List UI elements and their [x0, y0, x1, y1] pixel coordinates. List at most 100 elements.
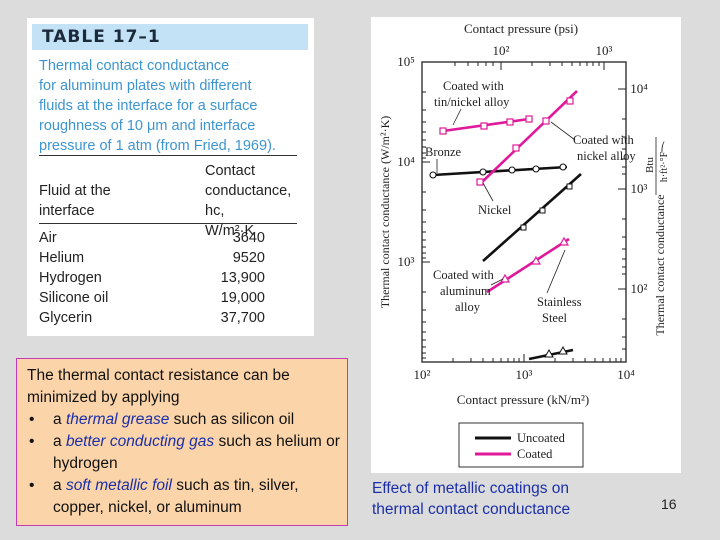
bullet-text: a — [53, 433, 66, 450]
right-tick-label: 10³ — [631, 181, 648, 196]
bullet-emphasis: better conducting gas — [65, 433, 215, 450]
table-rule-middle — [39, 223, 297, 224]
table-caption-line: for aluminum plates with different — [39, 78, 252, 94]
annotation-coated-tin: tin/nickel alloy — [434, 95, 510, 109]
bottom-tick-label: 10³ — [516, 367, 533, 382]
left-axis-label: Thermal contact conductance (W/m²·K) — [378, 116, 392, 309]
bottom-axis-label: Contact pressure (kN/m²) — [457, 392, 589, 407]
data-point — [439, 127, 447, 135]
data-point — [479, 168, 487, 176]
table-row: Silicone oil — [39, 288, 108, 308]
table-row-value: 19,000 — [175, 288, 265, 308]
data-point — [566, 183, 573, 190]
table-panel: TABLE 17–1 Thermal contact conductance f… — [27, 18, 314, 336]
chart-legend: Uncoated Coated — [458, 422, 584, 468]
series-nickel-coated — [476, 90, 578, 186]
data-point — [530, 255, 542, 265]
cell-value: 37,700 — [220, 310, 265, 326]
right-unit-top: Btu — [644, 157, 656, 173]
data-point — [512, 144, 520, 152]
data-point — [532, 165, 540, 173]
table-row: Helium — [39, 248, 84, 268]
column-header-line: Contact — [205, 163, 255, 179]
figure-caption-line: thermal contact conductance — [372, 501, 571, 518]
left-tick-label: 10³ — [398, 254, 415, 269]
cell-value: 9520 — [232, 250, 265, 266]
table-caption-line: pressure of 1 atm (from Fried, 1969). — [39, 138, 276, 154]
legend-box — [458, 422, 584, 468]
bullet-text: such as silicon oil — [169, 411, 295, 428]
cell-fluid: Air — [39, 230, 57, 246]
bullet-emphasis: thermal grease — [65, 411, 170, 428]
figure-caption: Effect of metallic coatings on thermal c… — [372, 478, 570, 520]
notes-box: The thermal contact resistance can be mi… — [16, 358, 348, 526]
cell-value: 3640 — [232, 230, 265, 246]
bottom-tick-label: 10² — [414, 367, 431, 382]
bullet-emphasis: soft metallic foil — [65, 477, 172, 494]
table-row: Hydrogen — [39, 268, 102, 288]
annotation-leader — [550, 121, 576, 141]
cell-value: 19,000 — [220, 290, 265, 306]
data-point — [558, 345, 568, 355]
table-header-bar: TABLE 17–1 — [32, 24, 308, 50]
series-bronze — [429, 163, 568, 179]
cell-fluid: Silicone oil — [39, 290, 109, 306]
column-header-conductance: Contact conductance, hc, W/m²·K — [205, 161, 314, 241]
annotation-coated-nickel: nickel alloy — [577, 149, 636, 163]
annotation-coated-al: Coated with — [433, 268, 495, 282]
series-line-uncoated — [432, 165, 568, 177]
table-row: Glycerin — [39, 308, 92, 328]
data-point — [476, 178, 484, 186]
top-axis-label: Contact pressure (psi) — [464, 21, 578, 36]
table-caption-line: Thermal contact conductance — [39, 58, 230, 74]
column-header-line: Fluid at the — [39, 183, 111, 199]
series-nickel — [482, 173, 582, 262]
legend-label-coated: Coated — [517, 447, 553, 461]
column-header-line — [39, 161, 111, 181]
annotation-stainless: Steel — [542, 311, 568, 325]
legend-label-uncoated: Uncoated — [517, 431, 566, 445]
data-point — [480, 122, 488, 130]
series-line-uncoated — [482, 173, 582, 262]
table-row-value: 13,900 — [175, 268, 265, 288]
data-point — [499, 273, 511, 283]
data-point — [539, 207, 546, 214]
figure-panel: Contact pressure (psi) 10² 10³ 10² 10³ 1… — [371, 17, 681, 473]
table-rule-top — [39, 155, 297, 156]
annotation-leader — [490, 278, 504, 286]
right-unit-bottom: h·ft²·°F — [659, 151, 670, 182]
annotation-coated-al: alloy — [455, 300, 481, 314]
cell-fluid: Hydrogen — [39, 270, 102, 286]
annotation-stainless: Stainless — [537, 295, 582, 309]
notes-list: a thermal grease such as silicon oil a b… — [17, 409, 347, 519]
conductance-figure: Contact pressure (psi) 10² 10³ 10² 10³ 1… — [378, 21, 670, 468]
right-tick-label: 10⁴ — [630, 81, 648, 96]
data-point — [544, 348, 554, 358]
annotation-coated-tin: Coated with — [443, 79, 505, 93]
column-header-line: interface — [39, 203, 95, 219]
data-point — [559, 163, 567, 171]
table-row-value: 37,700 — [175, 308, 265, 328]
table-caption-line: fluids at the interface for a surface — [39, 98, 258, 114]
right-tick-label: 10² — [631, 281, 648, 296]
left-tick-label: 10⁴ — [397, 154, 415, 169]
bullet-text: a — [53, 477, 66, 494]
data-point — [508, 166, 516, 174]
table-row: Air — [39, 228, 57, 248]
data-point — [525, 115, 533, 123]
data-point — [520, 224, 527, 231]
left-tick-label: 10⁵ — [397, 54, 415, 69]
right-axis-label: Thermal contact conductance — [653, 194, 667, 335]
data-point — [429, 171, 437, 179]
annotation-bronze: Bronze — [425, 145, 462, 159]
annotation-leader — [452, 108, 462, 126]
data-point — [506, 118, 514, 126]
table-row-value: 3640 — [175, 228, 265, 248]
bullet-text: a — [53, 411, 66, 428]
series-tin-nickel — [439, 115, 533, 135]
notes-intro: The thermal contact resistance can be mi… — [27, 367, 290, 406]
series-stainless — [528, 345, 574, 361]
table-caption: Thermal contact conductance for aluminum… — [39, 56, 309, 156]
series-line-coated — [486, 237, 570, 294]
bullet-text: such as helium or hydrogen — [53, 433, 340, 472]
